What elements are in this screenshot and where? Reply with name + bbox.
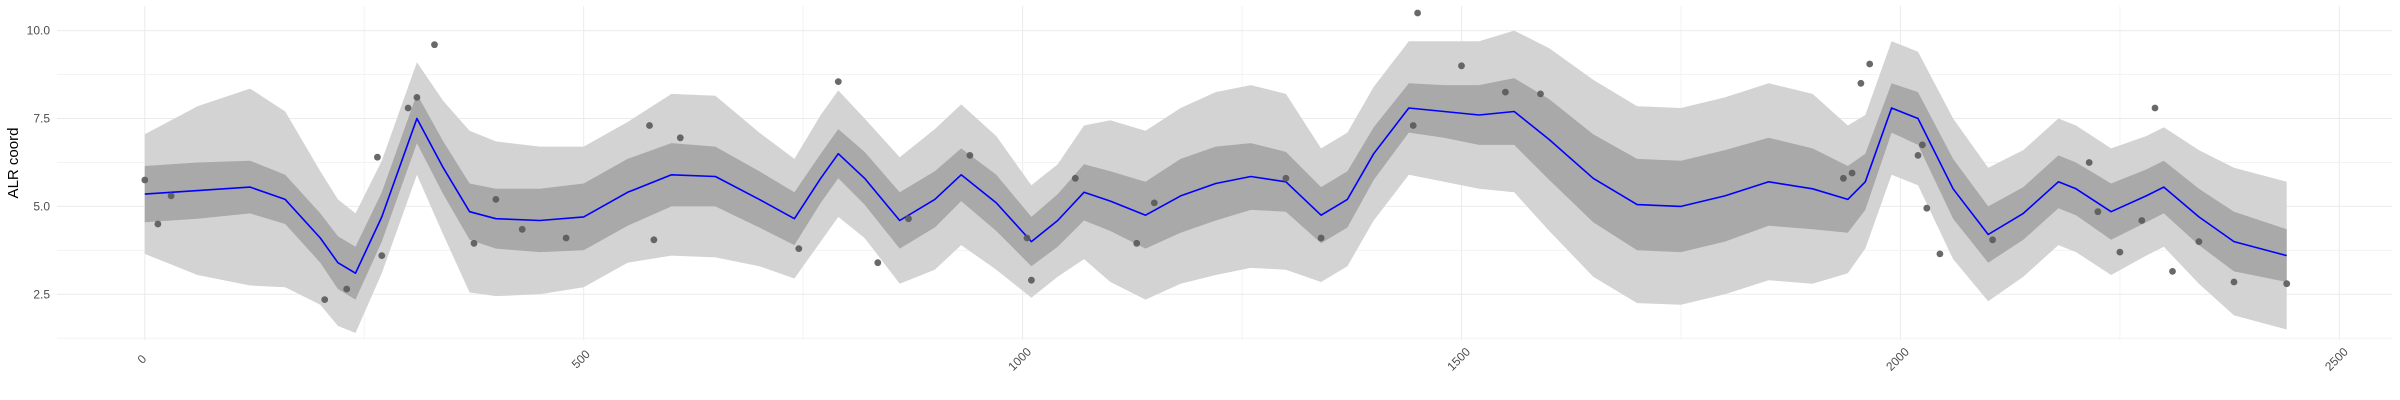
data-point: [404, 104, 412, 112]
data-point: [343, 285, 351, 293]
data-point: [676, 134, 684, 142]
data-point: [321, 296, 329, 303]
data-point: [1458, 62, 1465, 70]
data-point: [874, 259, 882, 267]
data-point: [795, 245, 803, 253]
x-tick-label: 1000: [1005, 345, 1034, 374]
inner-band: [144, 78, 2287, 300]
data-point: [1840, 174, 1847, 182]
x-tick-label: 2000: [1883, 345, 1912, 374]
data-point: [834, 78, 842, 85]
x-tick-label: 2500: [2322, 345, 2351, 374]
data-point: [431, 41, 438, 49]
data-point: [2230, 278, 2238, 286]
x-tick-label: 0: [135, 352, 150, 367]
data-point: [2283, 280, 2291, 288]
x-tick-label: 500: [569, 347, 593, 371]
data-point: [1414, 9, 1421, 17]
data-point: [1028, 276, 1035, 284]
y-axis-title: ALR coord: [5, 128, 22, 199]
data-point: [518, 225, 526, 233]
data-point: [650, 236, 658, 244]
y-tick-label: 5.0: [33, 199, 50, 213]
data-point: [562, 234, 570, 242]
data-point: [966, 152, 974, 159]
x-tick-label: 1500: [1444, 345, 1473, 374]
data-point: [413, 94, 421, 101]
mean-line: [144, 107, 2287, 275]
data-point: [470, 239, 478, 247]
data-point: [1409, 122, 1417, 129]
data-point: [1848, 169, 1856, 177]
data-point: [2116, 248, 2124, 256]
y-tick-label: 2.5: [33, 287, 50, 301]
y-tick-label: 10.0: [27, 24, 51, 38]
data-point: [1989, 236, 1996, 244]
data-point: [1133, 239, 1141, 247]
data-point: [646, 122, 653, 129]
data-point: [1866, 60, 1874, 68]
data-point: [1537, 90, 1544, 98]
data-point: [2151, 104, 2159, 112]
data-point: [2138, 217, 2146, 224]
data-point: [1282, 174, 1290, 182]
data-point: [1914, 152, 1922, 159]
data-point: [905, 215, 912, 223]
data-point: [374, 153, 381, 161]
data-point: [1023, 234, 1031, 242]
data-point: [1150, 199, 1158, 207]
data-point: [2169, 268, 2176, 275]
data-point: [1071, 174, 1079, 182]
data-point: [1502, 88, 1509, 96]
mean-line-layer: [144, 107, 2287, 275]
data-point: [1923, 204, 1931, 212]
data-point: [1317, 234, 1325, 242]
y-tick-label: 7.5: [33, 112, 50, 126]
data-point: [492, 196, 500, 203]
data-point: [2195, 238, 2203, 246]
data-point: [167, 192, 175, 200]
data-point: [1857, 79, 1865, 87]
confidence-bands: [144, 30, 2287, 333]
data-point: [141, 176, 149, 184]
data-point: [2094, 208, 2102, 216]
data-point: [1936, 250, 1944, 258]
data-point: [1919, 141, 1926, 149]
data-points: [141, 9, 2291, 303]
data-point: [378, 252, 386, 259]
data-point: [154, 220, 162, 228]
data-point: [2085, 159, 2093, 166]
